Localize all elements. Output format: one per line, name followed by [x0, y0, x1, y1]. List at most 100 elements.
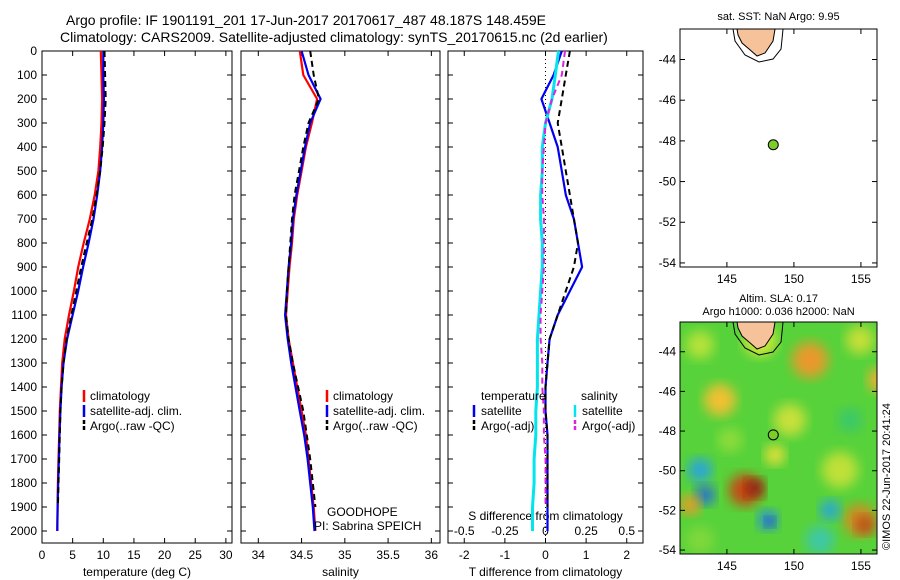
legend-label: climatology [333, 389, 393, 403]
s-axis-label: S difference from climatology [468, 509, 623, 523]
x-tick-label: 2 [623, 548, 630, 562]
y-tick-label: 600 [17, 188, 37, 202]
legend-label: climatology [90, 389, 150, 403]
sla-anomaly-blob [765, 445, 785, 465]
panel-difference: -2 -1 0 1 2T difference from climatology -0.5… [447, 50, 644, 579]
x-tick-label: 1 [583, 548, 590, 562]
y-tick-label: -54 [659, 543, 677, 557]
x-tick-label: 155 [851, 272, 871, 286]
sla-anomaly-blob [846, 326, 874, 354]
y-tick-label: 1200 [10, 332, 37, 346]
sla-anomaly-blob [765, 517, 775, 527]
sla-anomaly-blob [856, 516, 874, 534]
map-background [680, 29, 877, 267]
panel-sst_map: 145 150 155 -44 -46 -48 -50 -52 -54 sat. SST: NaN… [659, 11, 878, 286]
y-tick-label: -52 [659, 503, 677, 517]
series-line-argo-raw-qc- [56, 50, 107, 508]
panel-salinity: 34 34.5 35 35.5 36 salinity climatologysatelli… [240, 50, 441, 579]
y-tick-label: 1400 [10, 380, 37, 394]
argo-float-marker [767, 139, 779, 151]
y-tick-label: 1300 [10, 356, 37, 370]
sla-anomaly-blob [686, 331, 714, 359]
sla-anomaly-blob [806, 526, 834, 554]
s-tick-label: 0 [542, 524, 549, 538]
x-tick-label: 34.5 [290, 548, 314, 562]
x-tick-label: 34 [252, 548, 266, 562]
legend-label: Argo(..raw -QC) [90, 419, 175, 433]
s-tick-label: 0.5 [618, 524, 635, 538]
y-tick-label: 1000 [10, 284, 37, 298]
x-tick-label: 30 [219, 548, 233, 562]
y-tick-label: 0 [30, 44, 37, 58]
y-tick-label: -48 [659, 134, 677, 148]
s-tick-label: -0.25 [491, 524, 519, 538]
panel-sla_map: 145 150 155 -44 -46 -48 -50 -52 -54 Altim. SLA: 0… [659, 293, 878, 573]
y-tick-label: 2000 [10, 524, 37, 538]
x-tick-label: 15 [127, 548, 141, 562]
tasmania-landmass [736, 28, 776, 57]
x-axis-label: T difference from climatology [469, 565, 623, 579]
sla-anomaly-blob [822, 452, 858, 488]
x-tick-label: -1 [500, 548, 511, 562]
sla-anomaly-blob [792, 342, 828, 378]
panel-frame [240, 50, 441, 544]
legend-label: satellite-adj. clim. [90, 404, 182, 418]
map-frame [679, 28, 878, 268]
legend-label: Argo(..raw -QC) [333, 419, 418, 433]
y-tick-label: 300 [17, 116, 37, 130]
legend-label: satellite [481, 404, 522, 418]
y-tick-label: -48 [659, 424, 677, 438]
y-tick-label: 200 [17, 92, 37, 106]
s-tick-label: 0.25 [574, 524, 598, 538]
y-tick-label: 900 [17, 260, 37, 274]
panel-frame [41, 50, 233, 544]
x-axis-label: temperature (deg C) [83, 565, 191, 579]
sla-anomaly-blob [746, 479, 764, 497]
imos-timestamp: ©IMOS 22-Jun-2017 20:41:24 [881, 403, 893, 550]
s-tick-label: -0.5 [454, 524, 475, 538]
sla-anomaly-blob [820, 500, 840, 520]
y-tick-label: -46 [659, 93, 677, 107]
map-title: Altim. SLA: 0.17 [739, 293, 818, 305]
x-tick-label: 10 [97, 548, 111, 562]
y-tick-label: 500 [17, 164, 37, 178]
legend-label: satellite-adj. clim. [333, 404, 425, 418]
x-tick-label: 36 [425, 548, 439, 562]
x-tick-label: 155 [851, 559, 871, 573]
x-tick-label: 35.5 [376, 548, 400, 562]
y-tick-label: 1800 [10, 476, 37, 490]
header-line-2: Climatology: CARS2009. Satellite-adjuste… [60, 29, 608, 45]
y-tick-label: -44 [659, 53, 677, 67]
x-tick-label: 145 [717, 559, 737, 573]
annotation-pi: PI: Sabrina SPEICH [314, 519, 421, 533]
y-tick-label: 1100 [11, 308, 37, 322]
x-tick-label: 150 [784, 559, 804, 573]
y-tick-label: -50 [659, 175, 677, 189]
sla-anomaly-blob [704, 384, 736, 416]
x-tick-label: 0 [542, 548, 549, 562]
sla-anomaly-blob [695, 485, 715, 505]
map-title: Argo h1000: 0.036 h2000: NaN [702, 306, 854, 318]
x-tick-label: 0 [39, 548, 46, 562]
legend-title-temperature: temperature [481, 389, 546, 403]
sla-anomaly-blob [868, 368, 877, 392]
y-tick-label: 1900 [10, 500, 37, 514]
legend-label: Argo(-adj) [582, 419, 635, 433]
x-tick-label: 20 [158, 548, 172, 562]
legend-label: satellite [582, 404, 623, 418]
y-tick-label: 700 [17, 212, 37, 226]
x-tick-label: 5 [69, 548, 76, 562]
sla-anomaly-blob [680, 495, 700, 515]
sla-anomaly-blob [774, 404, 806, 436]
series-line-argo-raw-qc- [285, 50, 320, 508]
annotation-program: GOODHOPE [327, 505, 398, 519]
y-tick-label: -54 [659, 256, 677, 270]
argo-float-marker [767, 429, 779, 441]
x-tick-label: -2 [459, 548, 470, 562]
sla-background [680, 322, 877, 554]
legend-label: Argo(-adj) [481, 419, 534, 433]
sla-anomaly-blob [718, 428, 742, 452]
legend-title-salinity: salinity [581, 389, 618, 403]
y-tick-label: 1600 [10, 428, 37, 442]
